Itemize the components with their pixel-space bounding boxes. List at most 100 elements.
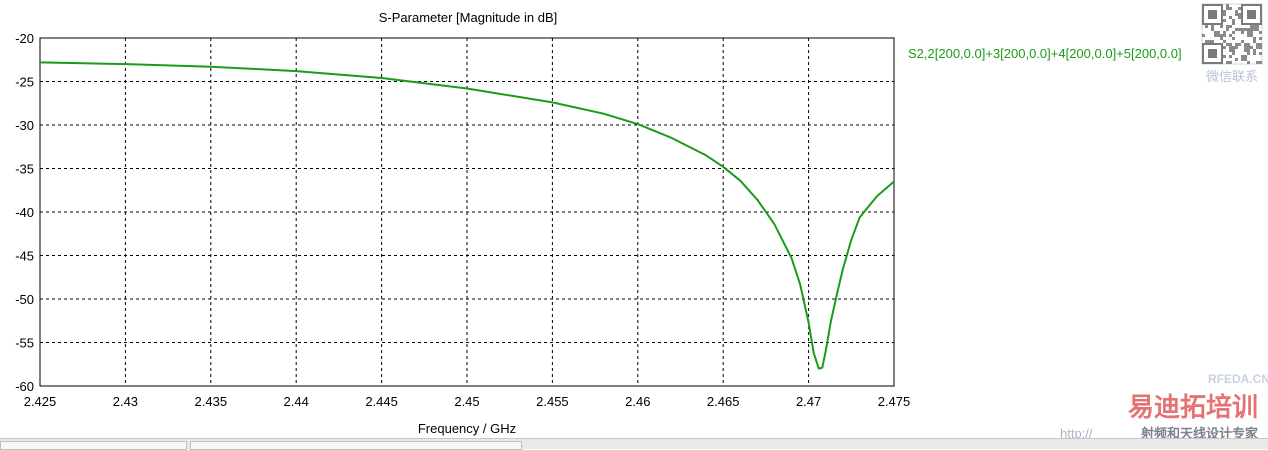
qr-finder [1241,4,1262,25]
qr-module [1256,28,1259,31]
x-tick-label: 2.465 [707,394,740,409]
qr-module [1247,49,1250,52]
url-watermark: http:// [1060,426,1093,441]
qr-module [1244,46,1247,49]
qr-module [1223,46,1226,49]
qr-module [1229,34,1232,37]
qr-module [1238,16,1241,19]
qr-module [1205,25,1208,28]
y-tick-label: -45 [15,249,34,264]
qr-module [1244,28,1247,31]
qr-module [1259,52,1262,55]
series-line[interactable] [39,61,895,370]
qr-module [1223,10,1226,13]
qr-module [1238,28,1241,31]
qr-module [1217,34,1220,37]
qr-module [1226,61,1229,64]
qr-module [1211,40,1214,43]
qr-module [1220,25,1223,28]
qr-module [1226,7,1229,10]
x-tick-label: 2.435 [195,394,228,409]
qr-module [1244,43,1247,46]
qr-module [1250,25,1253,28]
qr-module [1238,13,1241,16]
tab-stub[interactable] [0,441,187,450]
y-tick-label: -25 [15,75,34,90]
qr-module [1229,49,1232,52]
qr-module [1223,55,1226,58]
qr-module [1217,31,1220,34]
qr-module [1202,34,1205,37]
qr-module [1232,37,1235,40]
qr-module [1244,55,1247,58]
qr-module [1259,46,1262,49]
qr-module [1259,37,1262,40]
legend-entry[interactable]: S2,2[200,0.0]+3[200,0.0]+4[200,0.0]+5[20… [908,46,1182,61]
x-tick-labels: 2.425 2.43 2.435 2.44 2.445 2.45 2.455 2.46 2.46… [24,394,911,409]
qr-module [1241,40,1244,43]
y-tick-label: -30 [15,118,34,133]
qr-module [1229,61,1232,64]
qr-module [1235,58,1238,61]
qr-module [1223,19,1226,22]
qr-module [1244,58,1247,61]
y-tick-label: -20 [15,31,34,46]
x-tick-label: 2.445 [365,394,398,409]
y-tick-label: -35 [15,162,34,177]
qr-module [1232,22,1235,25]
qr-finder-center [1208,10,1217,19]
qr-module [1247,61,1250,64]
qr-module [1238,7,1241,10]
qr-module [1256,61,1259,64]
qr-module [1253,37,1256,40]
qr-module [1250,34,1253,37]
y-tick-label: -40 [15,205,34,220]
qr-module [1223,40,1226,43]
qr-finder [1202,4,1223,25]
x-tick-label: 2.43 [113,394,138,409]
qr-module [1259,43,1262,46]
grid [40,38,894,386]
qr-module [1232,52,1235,55]
x-tick-label: 2.45 [454,394,479,409]
qr-module [1253,52,1256,55]
slogan-watermark: 射频和天线设计专家 [1140,426,1259,441]
qr-finder-center [1247,10,1256,19]
qr-module [1256,25,1259,28]
qr-module [1226,28,1229,31]
x-axis-label: Frequency / GHz [418,421,516,436]
qr-module [1241,31,1244,34]
qr-module [1223,31,1226,34]
qr-module [1235,46,1238,49]
qr-module [1241,28,1244,31]
qr-module [1253,25,1256,28]
qr-module [1226,4,1229,7]
qr-finder-center [1208,49,1217,58]
qr-module [1235,10,1238,13]
qr-module [1229,25,1232,28]
qr-module [1223,13,1226,16]
qr-module [1250,31,1253,34]
x-tick-label: 2.425 [24,394,57,409]
qr-module [1211,28,1214,31]
qr-module [1253,40,1256,43]
qr-module [1226,43,1229,46]
qr-module [1247,34,1250,37]
series-lines [39,61,895,370]
qr-module [1229,7,1232,10]
qr-module [1232,46,1235,49]
qr-module [1256,46,1259,49]
tab-stub[interactable] [190,441,522,450]
qr-module [1223,34,1226,37]
x-tick-label: 2.47 [796,394,821,409]
qr-module [1205,40,1208,43]
qr-module [1247,43,1250,46]
qr-module [1247,46,1250,49]
qr-module [1253,28,1256,31]
qr-module [1232,31,1235,34]
qr-module [1250,46,1253,49]
plot-frame [39,37,895,387]
x-tick-label: 2.46 [625,394,650,409]
qr-module [1238,43,1241,46]
